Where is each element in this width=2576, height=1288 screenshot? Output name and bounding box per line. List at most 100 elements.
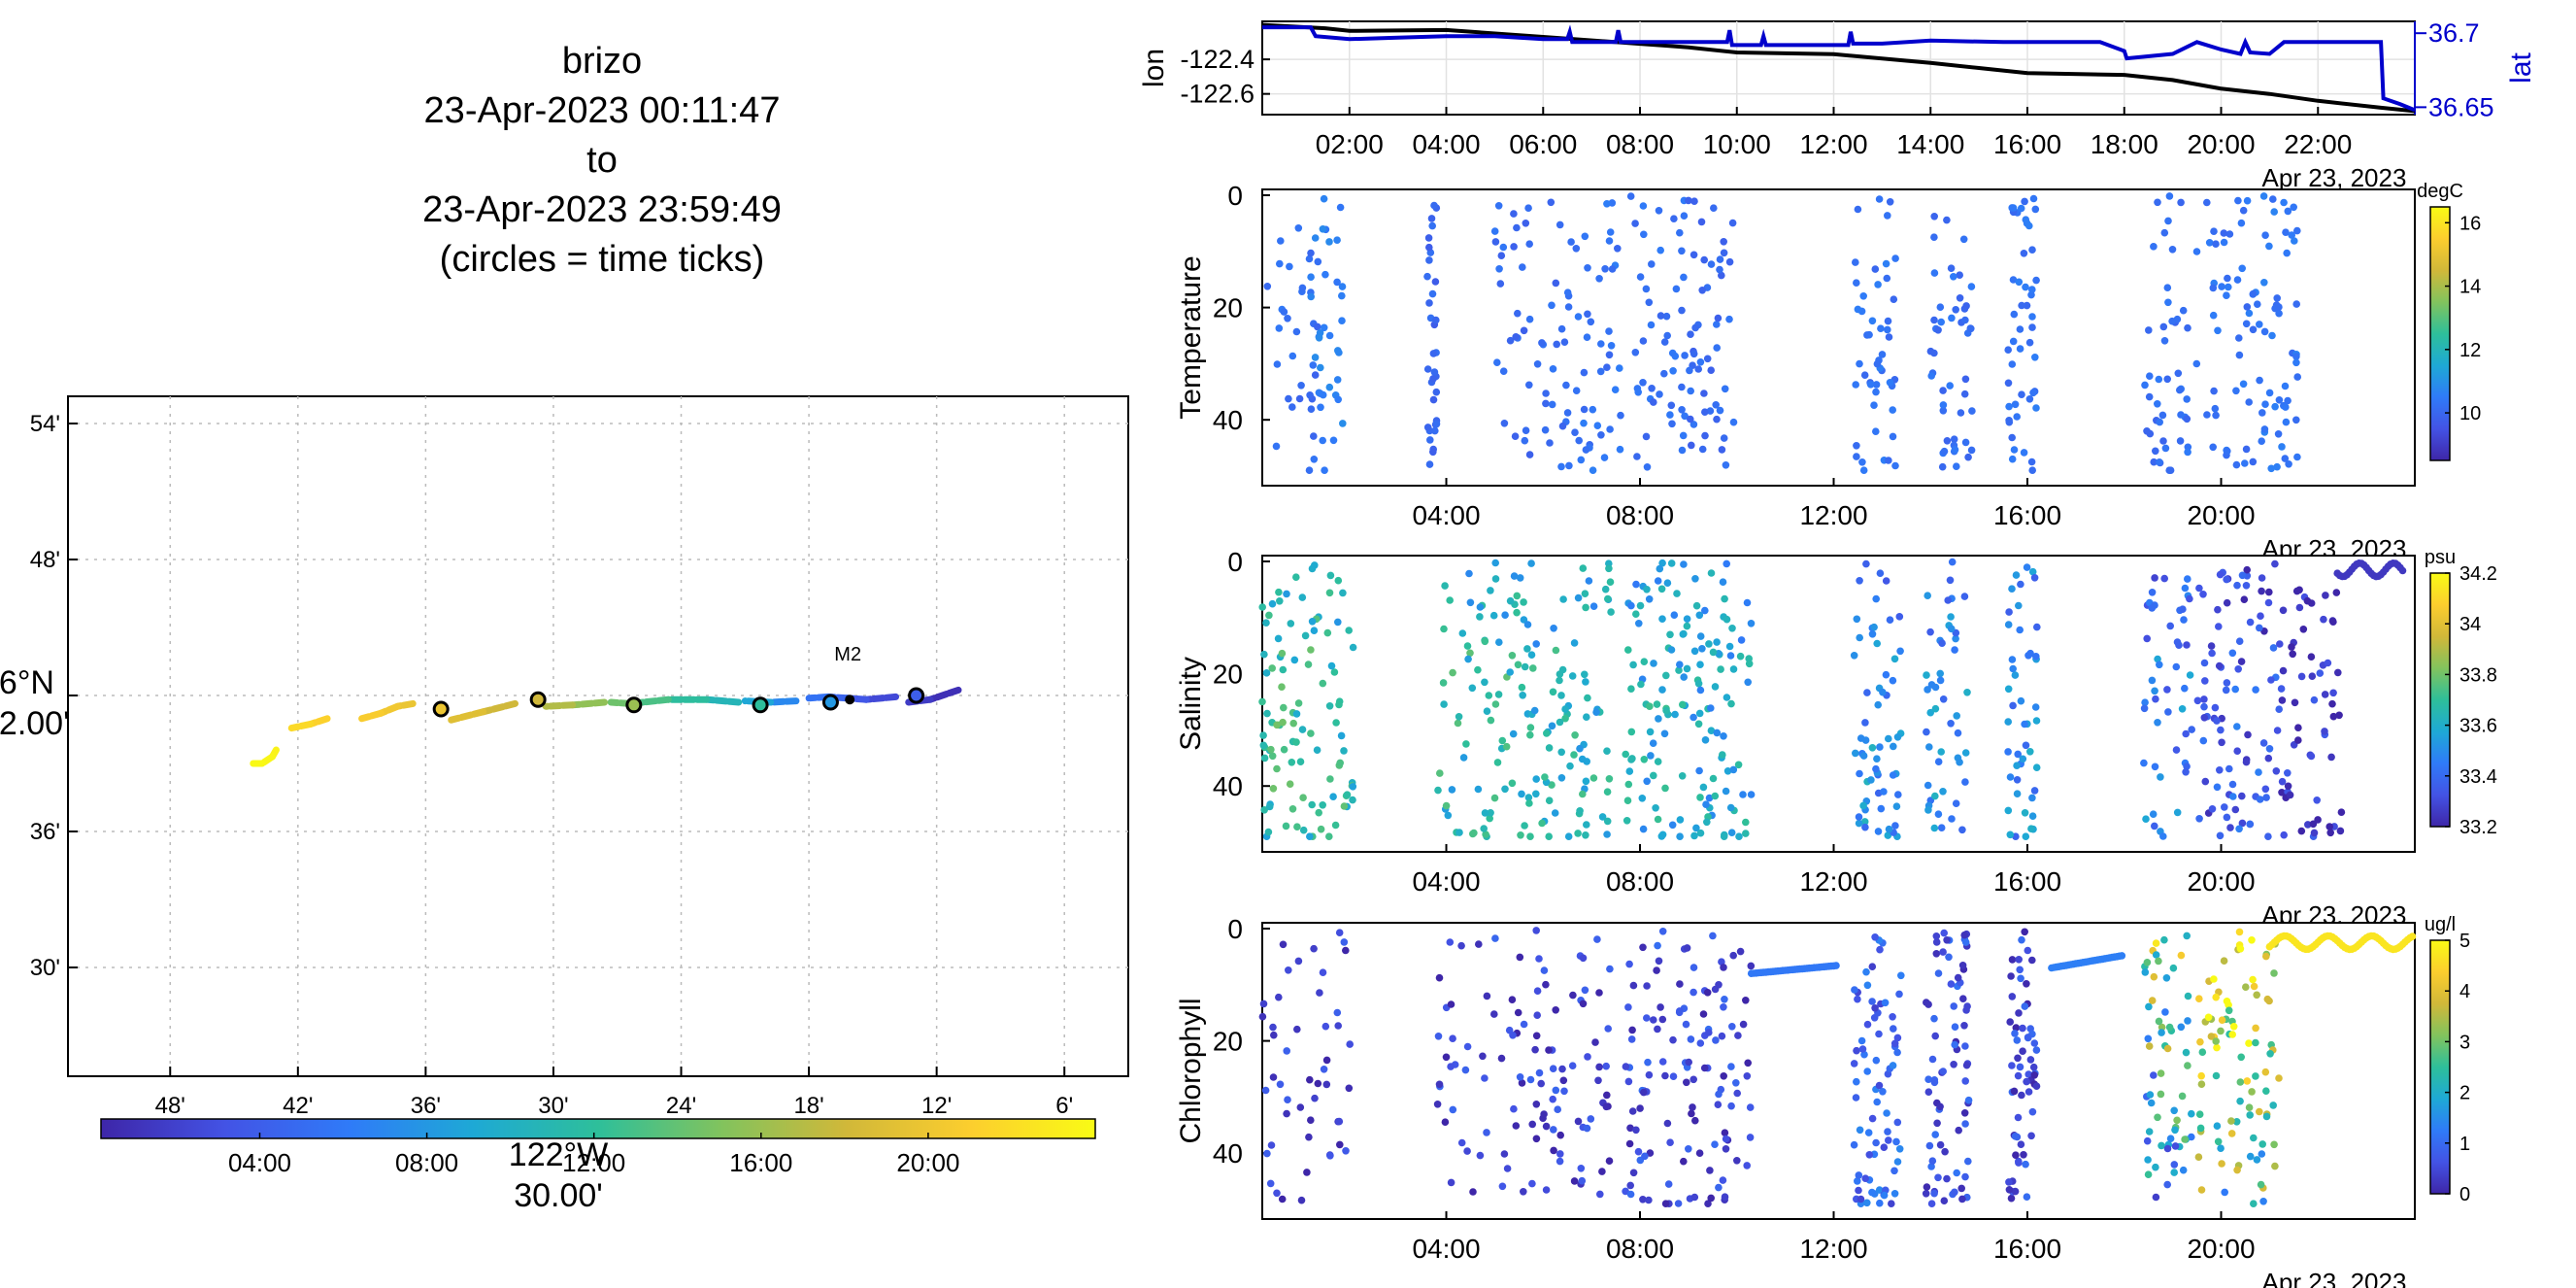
chlorophyll-sample-point [1930,1189,1938,1198]
salinity-sample-point [1523,621,1532,628]
temperature-sample-point [1886,379,1894,387]
salinity-sample-point [1939,695,1948,703]
chlorophyll-sample-point [1743,1162,1751,1169]
salinity-sample-point [2291,698,2299,707]
salinity-sample-point [1566,762,1574,770]
salinity-sample-point [1306,832,1314,840]
chlorophyll-sample-point [2184,992,2192,1000]
chlorophyll-sample-point [1864,1129,1873,1136]
chlorophyll-sample-point [1703,989,1712,997]
chlorophyll-sample-point [2162,974,2171,982]
salinity-sample-point [1654,758,1662,765]
salinity-sample-point [2021,720,2028,729]
chlorophyll-sample-point [1579,1000,1588,1008]
temperature-sample-point [2214,326,2222,335]
salinity-sample-point [1937,824,1946,831]
chlorophyll-sample-point [1923,1183,1931,1191]
chlorophyll-sample-point [1552,1006,1559,1014]
salinity-sample-point [1339,589,1347,597]
map-x-tick-label: 6' [1055,1093,1073,1119]
chlorophyll-sample-point [1934,1173,1942,1182]
chlorophyll-sample-point [1641,1152,1649,1161]
salinity-sample-point [1924,686,1931,694]
salinity-sample-point [2292,587,2301,595]
temperature-sample-point [1930,349,1938,357]
chlorophyll-sample-point [1457,941,1465,950]
salinity-sample-point [1323,628,1332,637]
chlorophyll-sample-point [2018,1091,2025,1100]
temperature-sample-point [1681,412,1689,421]
salinity-sample-point [1683,622,1691,630]
temperature-sample-point [1611,386,1620,394]
temperature-sample-point [1589,405,1597,414]
salinity-sample-point [1466,598,1475,607]
salinity-sample-point [1442,801,1451,810]
chlorophyll-sample-point [1687,1035,1695,1043]
temperature-sample-point [2004,346,2012,355]
temperature-sample-point [1309,361,1318,369]
chlorophyll-sample-point [1643,1014,1651,1022]
chlorophyll-sample-point [1734,1032,1742,1039]
temperature-sample-point [2192,248,2201,255]
temperature-sample-point [1587,318,1595,326]
temperature-sample-point [1639,202,1648,210]
temperature-sample-point [2152,447,2159,456]
temperature-sample-point [1605,351,1614,359]
salinity-sample-point [1448,786,1456,794]
salinity-sample-point [2149,810,2158,818]
salinity-sample-point [1538,819,1546,828]
temperature-sample-point [1277,237,1285,245]
chlorophyll-sample-point [2155,1017,2163,1026]
chlorophyll-sample-point [1939,1068,1947,1075]
salinity-sample-point [2259,739,2268,747]
chlorophyll-sample-point [2143,1136,2152,1145]
salinity-sample-point [1747,791,1756,798]
temperature-sample-point [1886,198,1894,206]
temperature-sample-point [1319,436,1326,445]
chlorophyll-sample-point [1661,1200,1670,1207]
salinity-sample-point [1325,702,1334,710]
temperature-sample-point [2008,455,2017,463]
title-line-3: to [586,140,618,181]
salinity-sample-point [1923,728,1930,736]
temperature-sample-point [1522,426,1530,435]
salinity-sample-point [1889,771,1897,779]
lonlat-x-tick-label: 10:00 [1703,129,1771,159]
chlorophyll-sample-point [1278,1195,1287,1203]
salinity-sample-point [1603,830,1611,838]
chlorophyll-sample-point [1595,1063,1603,1071]
chlorophyll-sample-point [1559,1076,1568,1085]
salinity-sample-point [1579,564,1588,572]
chlorophyll-sample-point [1284,1096,1291,1103]
chlorophyll-sample-point [1855,1171,1863,1179]
salinity-sample-point [2159,832,2167,840]
chlorophyll-sample-point [1951,1188,1958,1197]
salinity-sample-point [1258,603,1266,611]
temperature-sample-point [2260,425,2269,433]
chlorophyll-sample-point [1746,1103,1755,1111]
chlorophyll-sample-point [2262,1112,2271,1121]
salinity-sample-point [2233,723,2241,730]
salinity-sample-point [1723,559,1730,568]
chart-title: brizo 23-Apr-2023 00:11:47 to 23-Apr-202… [350,37,854,285]
chlorophyll-sample-point [1342,946,1350,955]
chlorophyll-sample-point [1709,932,1717,940]
chlorophyll-sample-point [1933,1119,1941,1128]
chlorophyll-sample-point [2245,1039,2253,1047]
salinity-sample-point [1867,776,1875,784]
chlorophyll-sample-point [2158,1141,2165,1150]
temperature-sample-point [2235,351,2244,359]
chlorophyll-sample-point [1890,1167,1898,1175]
map-y-tick-label: 30' [30,955,60,981]
chlorophyll-sample-point [1297,1196,1306,1204]
salinity-sample-point [1523,645,1531,653]
salinity-sample-point [1623,797,1632,804]
chlorophyll-sample-point [2163,1044,2172,1053]
salinity-sample-point [1736,652,1745,661]
salinity-sample-point [1671,710,1679,719]
chlorophyll-sample-point [1863,1068,1871,1075]
salinity-sample-point [2154,655,2161,663]
chlorophyll-sample-point [1569,991,1577,1000]
chlorophyll-sample-point [1653,966,1660,974]
chlorophyll-sample-point [1893,1048,1901,1057]
